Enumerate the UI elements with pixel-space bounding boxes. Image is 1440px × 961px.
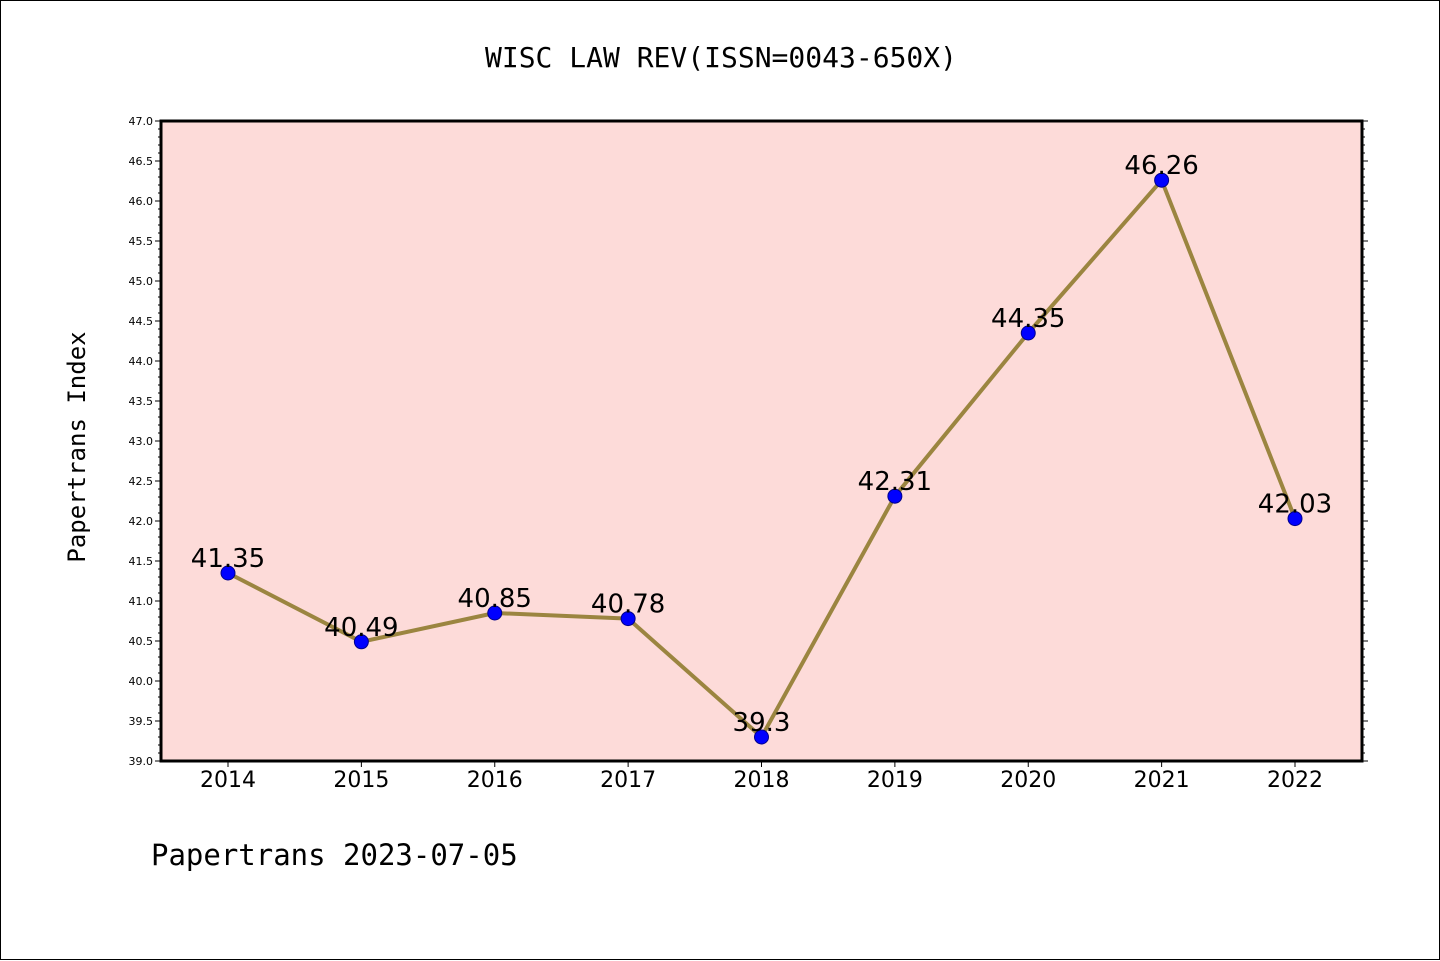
data-point-marker: [1287, 511, 1303, 527]
x-tick-label: 2016: [467, 768, 523, 793]
y-tick-label: 44.5: [129, 315, 154, 328]
data-label: 40.49: [324, 613, 398, 643]
data-label: 46.26: [1124, 151, 1198, 181]
y-tick-label: 47.0: [129, 115, 154, 128]
data-label: 41.35: [191, 544, 265, 574]
x-tick-label: 2020: [1000, 768, 1056, 793]
data-point-marker: [754, 729, 769, 745]
x-tick-label: 2019: [867, 768, 923, 793]
y-tick-label: 46.0: [129, 195, 154, 208]
y-tick-label: 41.5: [129, 555, 154, 568]
data-point-marker: [487, 605, 503, 621]
data-label: 44.35: [991, 304, 1065, 334]
data-point-marker: [353, 634, 369, 650]
y-tick-label: 43.5: [129, 395, 154, 408]
y-tick-label: 46.5: [129, 155, 154, 168]
data-point-marker: [1020, 325, 1036, 341]
data-label: 39.3: [733, 708, 791, 738]
x-tick-label: 2018: [734, 768, 790, 793]
y-tick-label: 42.0: [129, 515, 154, 528]
y-tick-label: 45.0: [129, 275, 154, 288]
y-tick-label: 44.0: [129, 355, 154, 368]
y-tick-label: 43.0: [129, 435, 154, 448]
y-tick-label: 41.0: [129, 595, 154, 608]
x-tick-label: 2022: [1267, 768, 1323, 793]
x-tick-label: 2017: [600, 768, 656, 793]
chart-title: WISC LAW REV(ISSN=0043-650X): [485, 41, 957, 74]
y-tick-label: 39.0: [129, 755, 154, 768]
y-tick-label: 40.5: [129, 635, 154, 648]
data-label: 40.85: [458, 584, 532, 614]
data-label: 40.78: [591, 590, 665, 620]
x-tick-label: 2014: [200, 768, 256, 793]
data-point-marker: [620, 611, 636, 627]
series-markers: [220, 172, 1303, 745]
x-axis-ticks: 2014 2015 2016 2017 2018 2019 2020 2021 2022: [200, 761, 1323, 793]
data-point-marker: [887, 488, 903, 504]
plot-area: [159, 119, 1364, 763]
data-label: 42.03: [1258, 490, 1332, 520]
y-axis-label: Papertrans Index: [63, 331, 91, 562]
data-label: 42.31: [858, 467, 932, 497]
y-axis-ticks: 39.0 39.5 40.0 40.5 41.0 41.5 42.0 42.5 43.0 43.5…: [129, 115, 1368, 768]
data-point-marker: [220, 565, 236, 581]
x-tick-label: 2021: [1134, 768, 1190, 793]
x-tick-label: 2015: [333, 768, 389, 793]
y-tick-label: 40.0: [129, 675, 154, 688]
data-point-marker: [1154, 172, 1170, 188]
footer-date-label: Papertrans 2023-07-05: [151, 838, 518, 872]
y-tick-label: 39.5: [129, 715, 154, 728]
y-tick-label: 45.5: [129, 235, 154, 248]
y-tick-label: 42.5: [129, 475, 154, 488]
data-labels: 41.35 40.49 40.85 40.78 39.3 42.31 44.35 46.26 4…: [191, 151, 1332, 738]
